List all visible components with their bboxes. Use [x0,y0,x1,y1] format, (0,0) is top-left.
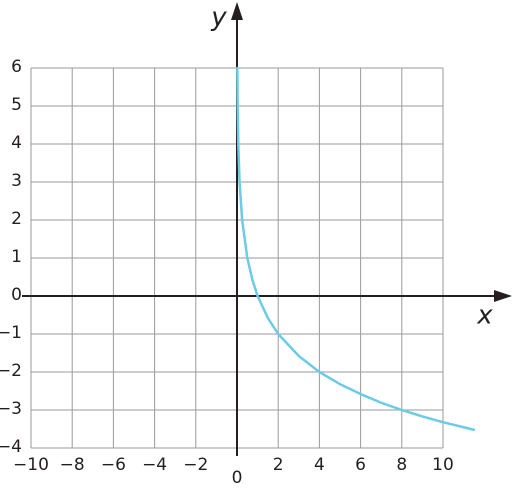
y-tick-label: 2 [11,209,22,229]
x-tick-label: 0 [232,468,243,488]
x-tick-label: −6 [101,455,126,475]
y-axis-arrow [231,2,243,20]
x-tick-label: 2 [273,455,284,475]
grid [30,67,444,449]
y-tick-label: 5 [11,95,22,115]
x-tick-label: 4 [314,455,325,475]
x-tick-label: 10 [432,455,454,475]
y-axis-label: y [210,3,227,33]
x-axis-label: x [476,301,493,331]
x-axis-arrow [494,290,512,302]
y-tick-label: −3 [0,399,22,419]
y-tick-label: −4 [0,437,22,457]
y-tick-label: 1 [11,247,22,267]
x-tick-label: −8 [60,455,85,475]
x-tick-label: −2 [183,455,208,475]
y-tick-label: 4 [11,133,22,153]
y-tick-label: 3 [11,171,22,191]
y-tick-label: 6 [11,57,22,77]
y-tick-label: 0 [11,285,22,305]
x-tick-label: −4 [142,455,167,475]
x-tick-label: 6 [355,455,366,475]
y-tick-label: −1 [0,323,22,343]
x-tick-label: 8 [396,455,407,475]
curve [236,66,476,432]
y-tick-label: −2 [0,361,22,381]
x-tick-label: −10 [13,455,49,475]
